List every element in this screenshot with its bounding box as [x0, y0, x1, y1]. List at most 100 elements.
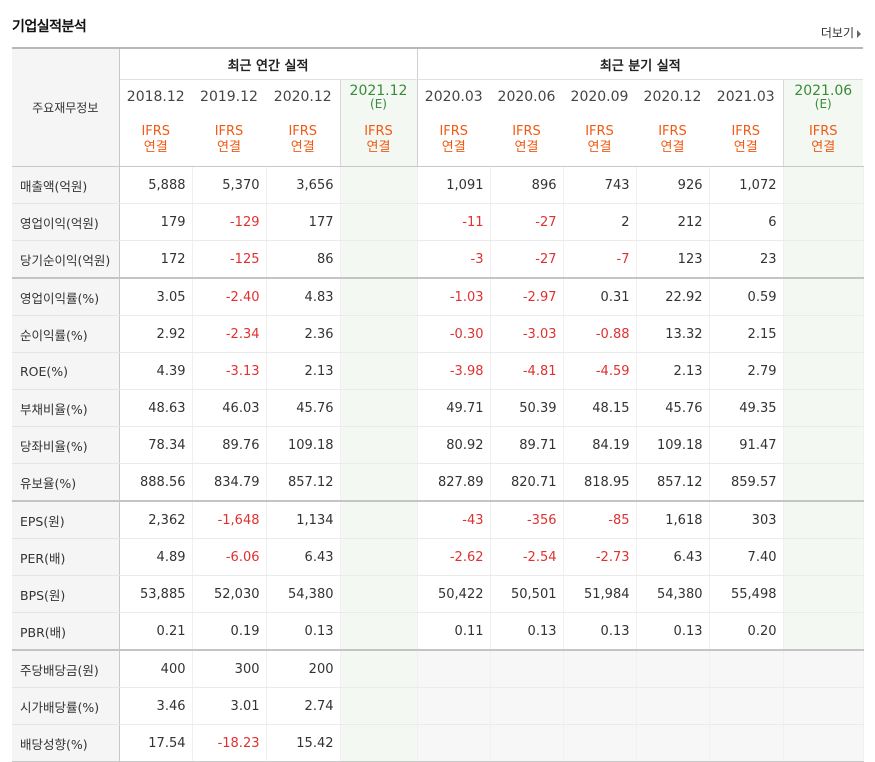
value-cell: 5,370 [192, 166, 267, 204]
table-row: 당기순이익(억원) 172 -125 86 -3 -27 -7 123 23 [12, 240, 864, 279]
value-cell: -6.06 [192, 538, 267, 576]
table-row: EPS(원) 2,362 -1,648 1,134 -43 -356 -85 1,618 303 [12, 500, 864, 539]
more-link[interactable]: 더보기 [821, 24, 861, 41]
value-cell: -1,648 [192, 500, 267, 539]
period-header: 2019.12 [200, 89, 258, 105]
value-cell: 13.32 [636, 315, 710, 353]
row-label: ROE(%) [12, 352, 120, 390]
value-cell [339, 389, 418, 427]
value-cell [339, 166, 418, 204]
value-cell [636, 687, 710, 725]
value-cell: 896 [490, 166, 564, 204]
value-cell: 0.13 [636, 612, 710, 651]
value-cell: 3,656 [266, 166, 341, 204]
value-cell [339, 649, 418, 688]
value-cell [782, 575, 864, 613]
row-label: 부채비율(%) [12, 389, 120, 427]
value-cell [782, 687, 864, 725]
value-cell: 123 [636, 240, 710, 279]
value-cell [339, 687, 418, 725]
value-cell: 818.95 [563, 463, 637, 502]
row-label: 순이익률(%) [12, 315, 120, 353]
value-cell: 0.13 [563, 612, 637, 651]
value-cell [709, 687, 784, 725]
value-cell: 1,072 [709, 166, 784, 204]
value-cell [339, 500, 418, 539]
ifrs-label: IFRS 연결 [339, 114, 418, 167]
value-cell [782, 315, 864, 353]
value-cell: 0.21 [119, 612, 193, 651]
value-cell: -4.59 [563, 352, 637, 390]
value-cell: 80.92 [417, 426, 491, 464]
value-cell: -356 [490, 500, 564, 539]
value-cell [339, 538, 418, 576]
value-cell: 89.76 [192, 426, 267, 464]
value-cell: 54,380 [266, 575, 341, 613]
value-cell [709, 649, 784, 688]
ifrs-label: IFRS 연결 [266, 114, 340, 167]
table-row: 주당배당금(원) 400 300 200 [12, 649, 864, 688]
value-cell: 48.63 [119, 389, 193, 427]
value-cell [782, 463, 864, 502]
value-cell: -2.40 [192, 277, 267, 316]
value-cell: 0.11 [417, 612, 491, 651]
value-cell: 22.92 [636, 277, 710, 316]
value-cell [782, 426, 864, 464]
table-row: BPS(원) 53,885 52,030 54,380 50,422 50,501 51,9… [12, 575, 864, 613]
period-header-estimate: 2021.12 (E) [339, 79, 418, 114]
value-cell: 2.15 [709, 315, 784, 353]
row-label: PER(배) [12, 538, 120, 576]
value-cell: 53,885 [119, 575, 193, 613]
value-cell [782, 538, 864, 576]
value-cell [782, 166, 864, 204]
value-cell: 78.34 [119, 426, 193, 464]
period-header-estimate: 2021.06 (E) [782, 79, 864, 114]
value-cell: 6.43 [636, 538, 710, 576]
value-cell [490, 687, 564, 725]
value-cell: -7 [563, 240, 637, 279]
value-cell [417, 649, 491, 688]
period-header: 2020.06 [497, 89, 556, 105]
value-cell: 0.31 [563, 277, 637, 316]
value-cell: 4.39 [119, 352, 193, 390]
value-cell: -2.73 [563, 538, 637, 576]
value-cell: 200 [266, 649, 341, 688]
value-cell: 23 [709, 240, 784, 279]
ifrs-label: IFRS 연결 [709, 114, 783, 167]
value-cell: 2.13 [266, 352, 341, 390]
value-cell: 3.01 [192, 687, 267, 725]
row-header-label: 주요재무정보 [12, 47, 120, 167]
value-cell: 48.15 [563, 389, 637, 427]
ifrs-label: IFRS 연결 [119, 114, 192, 167]
value-cell [782, 352, 864, 390]
value-cell: 55,498 [709, 575, 784, 613]
value-cell [782, 240, 864, 279]
value-cell: 172 [119, 240, 193, 279]
ifrs-label: IFRS 연결 [782, 114, 864, 167]
ifrs-label: IFRS 연결 [192, 114, 266, 167]
period-header: 2020.12 [273, 89, 332, 105]
value-cell: 2.79 [709, 352, 784, 390]
value-cell: -2.62 [417, 538, 491, 576]
table-row: PER(배) 4.89 -6.06 6.43 -2.62 -2.54 -2.73 6.43 7.… [12, 538, 864, 576]
value-cell: -125 [192, 240, 267, 279]
value-cell [782, 389, 864, 427]
value-cell: 109.18 [636, 426, 710, 464]
value-cell: 2.92 [119, 315, 193, 353]
value-cell: -1.03 [417, 277, 491, 316]
value-cell [563, 649, 637, 688]
value-cell: -27 [490, 203, 564, 241]
value-cell [339, 575, 418, 613]
value-cell: 7.40 [709, 538, 784, 576]
period-header: 2020.12 [643, 89, 702, 105]
table-row: 당좌비율(%) 78.34 89.76 109.18 80.92 89.71 84.19 10… [12, 426, 864, 464]
value-cell: -43 [417, 500, 491, 539]
table-row: 매출액(억원) 5,888 5,370 3,656 1,091 896 743 926 1,07… [12, 166, 864, 204]
value-cell: 4.89 [119, 538, 193, 576]
value-cell [563, 687, 637, 725]
value-cell: 1,618 [636, 500, 710, 539]
value-cell: 0.13 [490, 612, 564, 651]
row-label: 영업이익(억원) [12, 203, 120, 241]
value-cell: -11 [417, 203, 491, 241]
value-cell [339, 612, 418, 651]
